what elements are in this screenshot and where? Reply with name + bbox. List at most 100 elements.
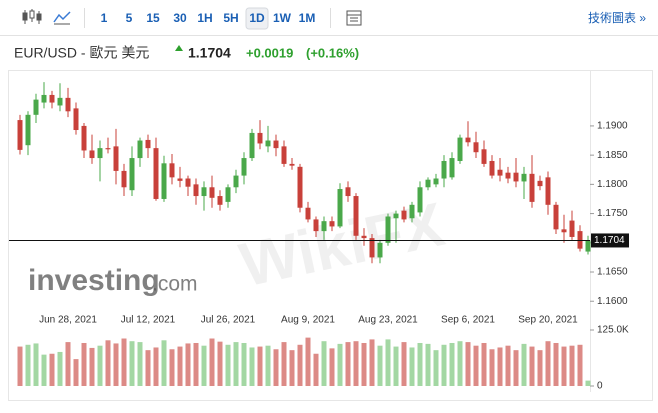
candle-icon[interactable]: [22, 9, 42, 24]
interval-button[interactable]: 1D: [249, 11, 265, 25]
volume-bar: [457, 341, 463, 386]
volume-bar: [433, 350, 439, 386]
last-price-box: [591, 233, 629, 248]
up-arrow: [175, 45, 183, 51]
volume-bar: [25, 344, 31, 386]
candle-body: [553, 204, 559, 230]
candle-body: [361, 235, 367, 239]
candle-body: [297, 166, 303, 208]
volume-bar: [225, 344, 231, 386]
volume-bar: [209, 338, 215, 386]
candle-body: [385, 216, 391, 243]
candle-body: [289, 163, 295, 166]
candle-body: [321, 221, 327, 232]
volume-bar: [57, 351, 63, 386]
volume-bar: [401, 342, 407, 386]
interval-button[interactable]: 5: [126, 11, 133, 25]
volume-bar: [353, 341, 359, 386]
volume-bar: [265, 345, 271, 386]
volume-bar: [497, 347, 503, 386]
volume-bar: [113, 343, 119, 386]
candle-body: [377, 242, 383, 258]
y-tick-label: 1.1800: [597, 179, 628, 190]
candle-body: [393, 213, 399, 219]
candle-body: [249, 132, 255, 159]
interval-button[interactable]: 5H: [223, 11, 238, 25]
y-tick-label: 1.1600: [597, 296, 628, 307]
volume-bar: [569, 345, 575, 386]
candle-body: [65, 97, 71, 112]
candle-body: [345, 187, 351, 197]
volume-bar: [153, 347, 159, 386]
volume-bar: [33, 343, 39, 386]
candle-body: [313, 219, 319, 232]
selected-interval-bg: [245, 7, 269, 30]
interval-button[interactable]: 15: [146, 11, 160, 25]
volume-bar: [553, 342, 559, 386]
volume-bar: [577, 344, 583, 386]
candle-body: [217, 196, 223, 205]
volume-bar: [505, 345, 511, 386]
candle-body: [273, 140, 279, 149]
candle-body: [113, 146, 119, 171]
candle-body: [457, 137, 463, 161]
volume-bar: [513, 350, 519, 386]
volume-bar: [257, 346, 263, 386]
volume-bar: [217, 341, 223, 386]
candle-body: [41, 94, 47, 103]
candle-body: [449, 158, 455, 178]
interval-button[interactable]: 1W: [273, 11, 292, 25]
volume-bar: [561, 346, 567, 386]
volume-bar: [585, 380, 591, 386]
candle-body: [145, 139, 151, 149]
volume-bar: [465, 342, 471, 386]
y-tick-label: 0: [597, 381, 603, 392]
volume-bar: [529, 346, 535, 386]
volume-bar: [417, 342, 423, 386]
candle-body: [161, 163, 167, 199]
candle-body: [481, 149, 487, 164]
volume-bar: [385, 339, 391, 386]
volume-bar: [81, 342, 87, 386]
volume-bar: [177, 346, 183, 386]
volume-bar: [521, 343, 527, 386]
candle-body: [545, 177, 551, 205]
candle-body: [105, 148, 111, 150]
volume-bar: [185, 343, 191, 386]
volume-bar: [545, 341, 551, 386]
volume-bar: [65, 342, 71, 386]
volume-bar: [313, 353, 319, 386]
technical-chart-link[interactable]: 技術圖表 »: [588, 11, 646, 25]
interval-button[interactable]: 1M: [299, 11, 316, 25]
candle-body: [465, 137, 471, 143]
line-icon[interactable]: [53, 11, 71, 25]
interval-button[interactable]: 1H: [197, 11, 212, 25]
y-tick-label: 1.1850: [597, 150, 628, 161]
candle-body: [569, 220, 575, 237]
volume-bar: [473, 345, 479, 386]
candle-body: [25, 114, 31, 146]
candle-body: [513, 172, 519, 182]
candle-body: [369, 238, 375, 258]
volume-bar: [337, 343, 343, 386]
interval-button[interactable]: 1: [101, 11, 108, 25]
x-tick-label: Jun 28, 2021: [39, 315, 97, 326]
settings-icon[interactable]: [346, 10, 362, 26]
volume-bar: [145, 350, 151, 386]
volume-bar: [89, 347, 95, 386]
interval-button[interactable]: 30: [173, 11, 187, 25]
logo-text: investing: [28, 264, 160, 297]
volume-bar: [241, 342, 247, 386]
volume-bar: [193, 342, 199, 386]
candle-body: [137, 140, 143, 159]
x-tick-label: Aug 23, 2021: [358, 315, 418, 326]
candle-body: [401, 210, 407, 220]
y-tick-label: 1.1900: [597, 121, 628, 132]
volume-bar: [169, 349, 175, 386]
candle-body: [521, 173, 527, 182]
volume-bar: [449, 342, 455, 386]
volume-bar: [41, 354, 47, 386]
candle-body: [81, 125, 87, 151]
y-tick-label: 1.1750: [597, 208, 628, 219]
